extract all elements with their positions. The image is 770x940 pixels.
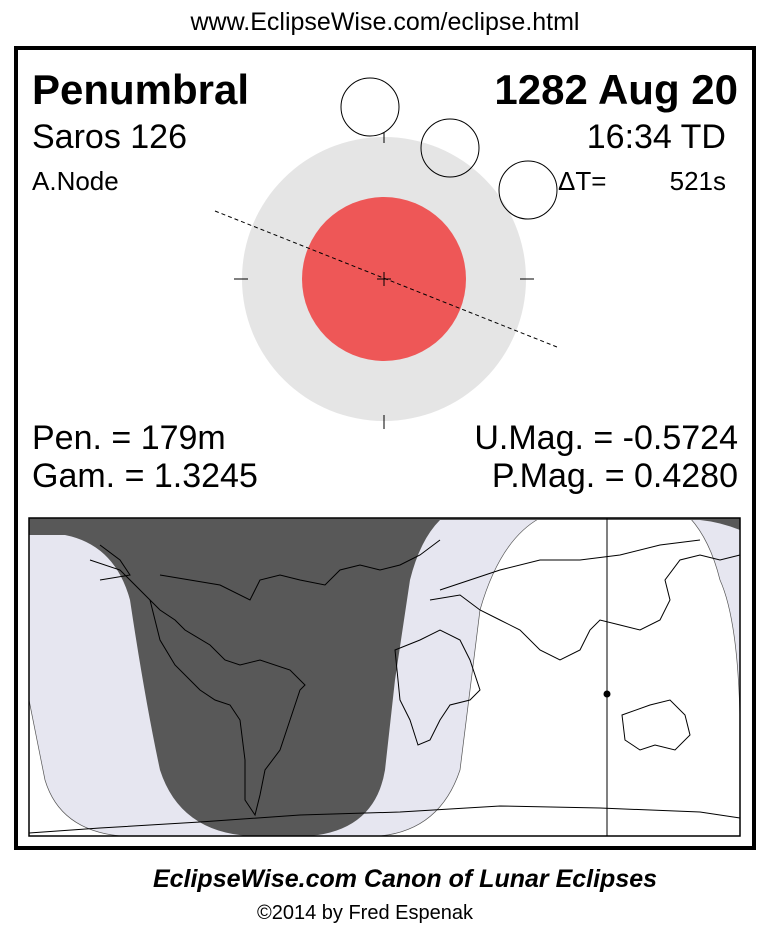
eclipse-date: 1282 Aug 20	[494, 66, 738, 113]
eclipse-figure-frame	[14, 46, 756, 850]
penumbral-duration: Pen. = 179m	[32, 419, 226, 457]
penumbral-magnitude: P.Mag. = 0.4280	[491, 457, 738, 495]
source-url: www.EclipseWise.com/eclipse.html	[190, 8, 580, 36]
moon-position-p4	[498, 160, 558, 220]
moon-position-greatest	[420, 118, 480, 178]
footer-title: EclipseWise.com Canon of Lunar Eclipses	[152, 865, 658, 893]
footer-copyright: ©2014 by Fred Espenak	[257, 902, 473, 924]
map-no-eclipse-region	[29, 518, 740, 836]
delta-t-value: 521s	[669, 166, 726, 196]
moon-path-line	[214, 210, 558, 348]
visibility-map	[28, 517, 741, 837]
coastlines	[28, 539, 741, 834]
eclipse-type: Penumbral	[32, 66, 250, 113]
moon-position-p1	[340, 77, 400, 137]
eclipse-time: 16:34 TD	[586, 118, 726, 156]
umbral-magnitude: U.Mag. = -0.5724	[474, 419, 738, 457]
node-label: A.Node	[32, 166, 119, 196]
sublunar-point-marker	[603, 690, 611, 698]
gamma-value: Gam. = 1.3245	[32, 457, 258, 495]
saros-number: Saros 126	[32, 118, 187, 156]
delta-t-label: ΔT=	[558, 166, 607, 196]
